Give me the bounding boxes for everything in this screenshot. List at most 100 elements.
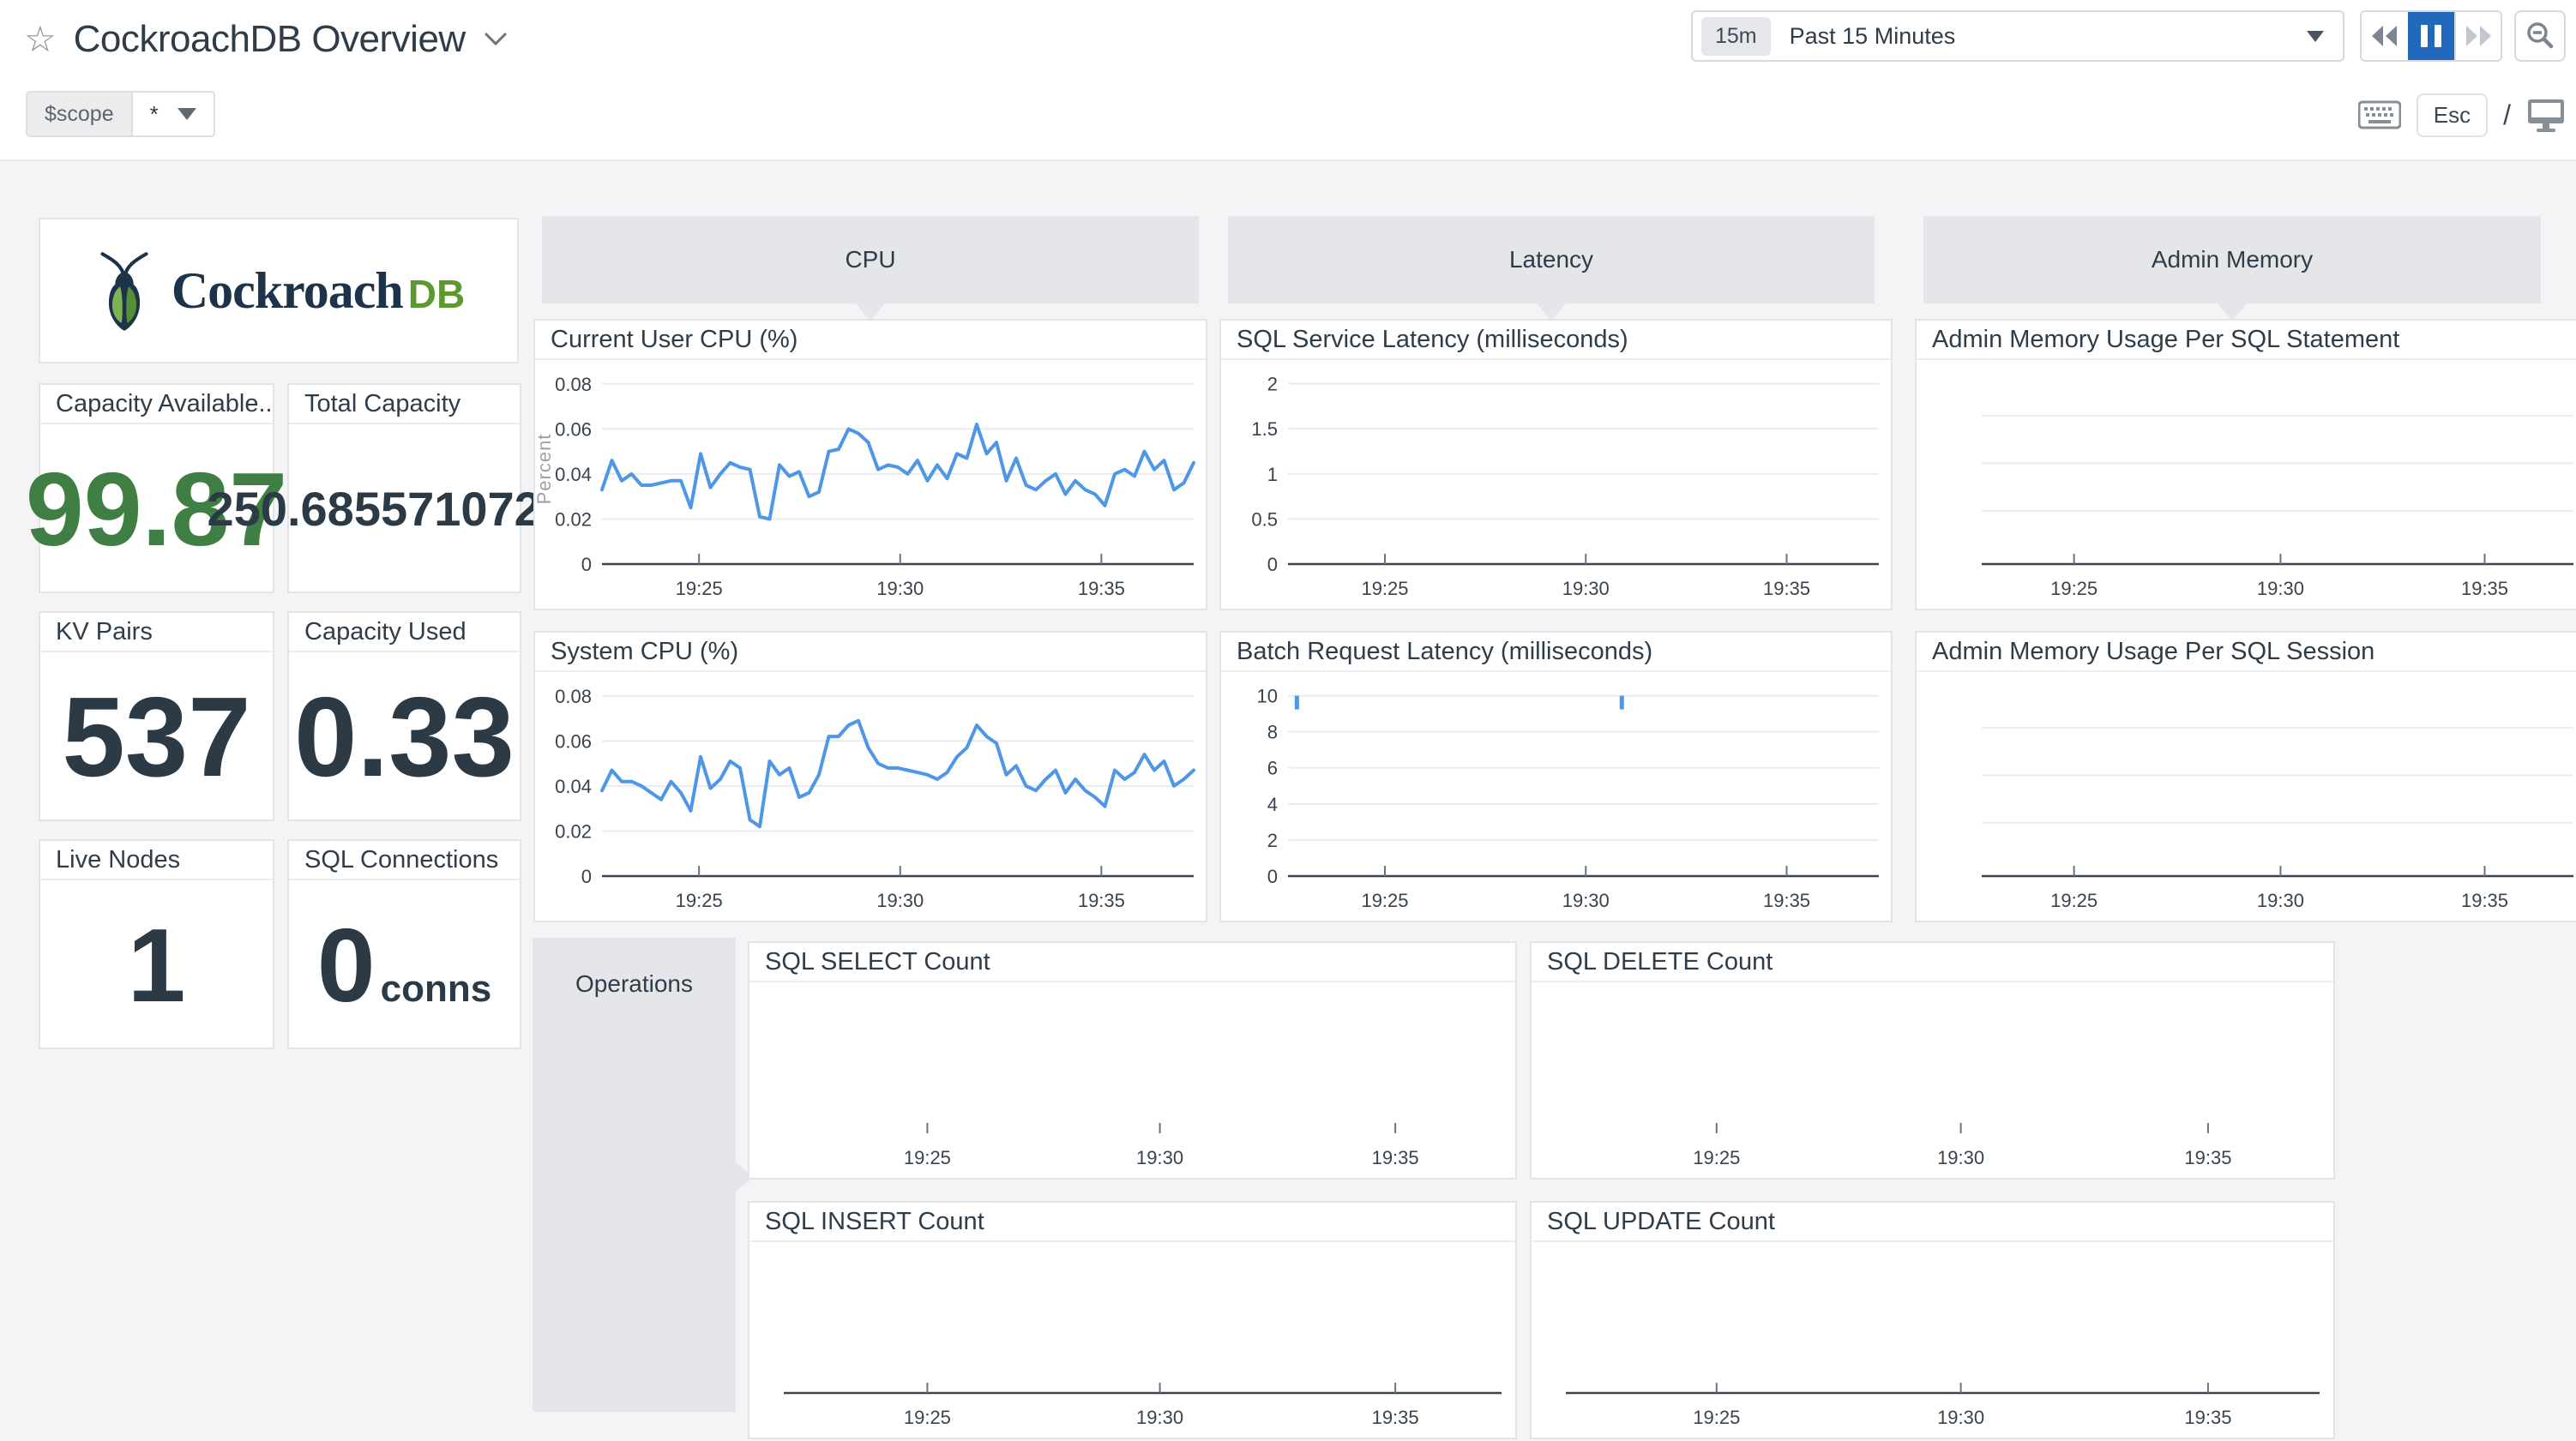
cockroachdb-overview-dashboard: ☆ CockroachDB Overview 15m Past 15 Minut… — [0, 0, 2576, 1441]
scope-template-variable[interactable]: $scope * — [26, 91, 215, 137]
zoom-out-icon — [2525, 21, 2555, 51]
fast-forward-button[interactable] — [2454, 12, 2501, 60]
svg-text:0: 0 — [1267, 866, 1278, 887]
chevron-down-icon[interactable] — [483, 31, 509, 48]
chart-title: SQL UPDATE Count — [1532, 1203, 2333, 1242]
tv-mode-icon[interactable] — [2526, 98, 2566, 132]
stat-title: Total Capacity — [289, 385, 520, 424]
svg-text:6: 6 — [1267, 758, 1278, 779]
keyboard-icon[interactable] — [2358, 99, 2401, 130]
stat-card-sql-connections[interactable]: SQL Connections 0conns — [287, 839, 521, 1049]
stat-card-live-nodes[interactable]: Live Nodes 1 — [39, 839, 274, 1049]
svg-text:19:30: 19:30 — [876, 578, 924, 599]
svg-text:2: 2 — [1267, 374, 1278, 395]
chart-batch-request-latency[interactable]: Batch Request Latency (milliseconds) 024… — [1219, 631, 1893, 922]
chart-title: SQL INSERT Count — [749, 1203, 1515, 1242]
top-chrome: ☆ CockroachDB Overview 15m Past 15 Minut… — [0, 0, 2576, 161]
svg-text:0: 0 — [1267, 554, 1278, 575]
chart-title: Admin Memory Usage Per SQL Statement — [1917, 321, 2576, 360]
svg-text:0.02: 0.02 — [555, 508, 592, 530]
pause-icon — [2421, 25, 2428, 47]
rewind-icon — [2370, 24, 2399, 48]
rewind-button[interactable] — [2362, 12, 2408, 60]
dashboard-canvas: CockroachDB Capacity Available... 99.87 … — [0, 163, 2576, 1441]
svg-text:19:30: 19:30 — [1937, 1147, 1984, 1168]
keyboard-hints: Esc / — [2358, 89, 2566, 141]
stat-title: Live Nodes — [40, 841, 273, 880]
svg-text:0.04: 0.04 — [555, 464, 592, 485]
time-range-selector[interactable]: 15m Past 15 Minutes — [1691, 10, 2344, 62]
chart-title: System CPU (%) — [535, 633, 1206, 672]
chart-plot-area: 024681019:2519:3019:35 — [1221, 674, 1891, 921]
logo-wordmark: Cockroach — [172, 262, 403, 319]
logo-wordmark-db: DB — [408, 272, 465, 316]
stat-card-total-capacity[interactable]: Total Capacity 250.6855710720GB — [287, 383, 521, 593]
group-header-operations[interactable]: Operations — [533, 938, 736, 1412]
svg-text:Percent: Percent — [535, 434, 555, 505]
stat-card-kv-pairs[interactable]: KV Pairs 537 — [39, 611, 274, 821]
chart-sql-update-count[interactable]: SQL UPDATE Count 19:2519:3019:35 — [1530, 1201, 2335, 1439]
svg-text:19:30: 19:30 — [2257, 578, 2304, 599]
svg-text:19:25: 19:25 — [904, 1407, 951, 1428]
cockroachdb-logo-icon — [93, 246, 156, 335]
svg-text:19:35: 19:35 — [1372, 1147, 1419, 1168]
chart-sql-insert-count[interactable]: SQL INSERT Count 19:25 19:30 19:35 — [748, 1201, 1517, 1439]
svg-text:0.08: 0.08 — [555, 374, 592, 395]
time-range-badge: 15m — [1701, 17, 1771, 56]
chart-sql-select-count[interactable]: SQL SELECT Count 19:2519:3019:35 — [748, 941, 1517, 1180]
svg-text:8: 8 — [1267, 722, 1278, 743]
zoom-out-button[interactable] — [2514, 10, 2566, 62]
group-label: Latency — [1509, 246, 1593, 273]
stat-title: SQL Connections — [289, 841, 520, 880]
svg-text:0.06: 0.06 — [555, 418, 592, 440]
cockroachdb-logo-card: CockroachDB — [39, 218, 519, 363]
chart-system-cpu[interactable]: System CPU (%) 00.020.040.060.0819:2519:… — [533, 631, 1207, 922]
svg-text:4: 4 — [1267, 794, 1278, 815]
stat-card-capacity-used[interactable]: Capacity Used 0.33 — [287, 611, 521, 821]
group-label: Operations — [533, 970, 736, 998]
pause-button[interactable] — [2408, 12, 2454, 60]
svg-text:19:25: 19:25 — [1361, 578, 1408, 599]
chart-admin-memory-per-sql-session[interactable]: Admin Memory Usage Per SQL Session 19:25… — [1915, 631, 2576, 922]
svg-text:19:35: 19:35 — [2184, 1147, 2231, 1168]
svg-text:0.04: 0.04 — [555, 776, 592, 797]
svg-text:19:25: 19:25 — [1693, 1407, 1740, 1428]
chart-title: SQL DELETE Count — [1532, 943, 2333, 982]
chart-plot-area: 19:25 19:30 19:35 — [749, 1244, 1515, 1438]
chart-admin-memory-per-sql-statement[interactable]: Admin Memory Usage Per SQL Statement 19:… — [1915, 319, 2576, 610]
svg-text:19:35: 19:35 — [1078, 578, 1125, 599]
caret-down-icon — [2307, 31, 2324, 42]
chart-sql-delete-count[interactable]: SQL DELETE Count 19:2519:3019:35 — [1530, 941, 2335, 1180]
caret-down-icon — [178, 108, 196, 120]
chart-plot-area: 19:2519:3019:35 — [1532, 1244, 2333, 1438]
fast-forward-icon — [2464, 24, 2493, 48]
group-label: Admin Memory — [2152, 246, 2313, 273]
chart-plot-area: 00.511.5219:2519:3019:35 — [1221, 362, 1891, 609]
time-range-label: Past 15 Minutes — [1790, 23, 2307, 50]
chart-title: Batch Request Latency (milliseconds) — [1221, 633, 1891, 672]
chart-sql-service-latency[interactable]: SQL Service Latency (milliseconds) 00.51… — [1219, 319, 1893, 610]
group-header-cpu[interactable]: CPU — [542, 216, 1199, 303]
svg-text:19:30: 19:30 — [1136, 1407, 1183, 1428]
group-header-admin-memory[interactable]: Admin Memory — [1923, 216, 2541, 303]
chart-current-user-cpu[interactable]: Current User CPU (%) 00.020.040.060.0819… — [533, 319, 1207, 610]
stat-value: 0.33 — [294, 681, 515, 794]
dashboard-title-menu[interactable]: ☆ CockroachDB Overview — [24, 7, 509, 72]
svg-text:19:25: 19:25 — [1361, 890, 1408, 911]
svg-text:19:35: 19:35 — [1372, 1407, 1419, 1428]
svg-text:10: 10 — [1257, 686, 1278, 707]
esc-key: Esc — [2417, 93, 2488, 137]
chart-plot-area: 00.020.040.060.0819:2519:3019:35Percent — [535, 362, 1206, 609]
stat-value: 537 — [62, 681, 250, 794]
svg-text:0.08: 0.08 — [555, 686, 592, 707]
svg-text:19:35: 19:35 — [1078, 890, 1125, 911]
chart-title: Admin Memory Usage Per SQL Session — [1917, 633, 2576, 672]
star-icon[interactable]: ☆ — [24, 21, 57, 57]
group-header-latency[interactable]: Latency — [1228, 216, 1875, 303]
svg-text:0.5: 0.5 — [1251, 508, 1278, 530]
stat-value: 0 — [317, 913, 376, 1018]
svg-text:19:30: 19:30 — [1562, 890, 1610, 911]
svg-text:19:35: 19:35 — [2184, 1407, 2231, 1428]
svg-text:1.5: 1.5 — [1251, 418, 1278, 440]
group-label: CPU — [845, 246, 895, 273]
